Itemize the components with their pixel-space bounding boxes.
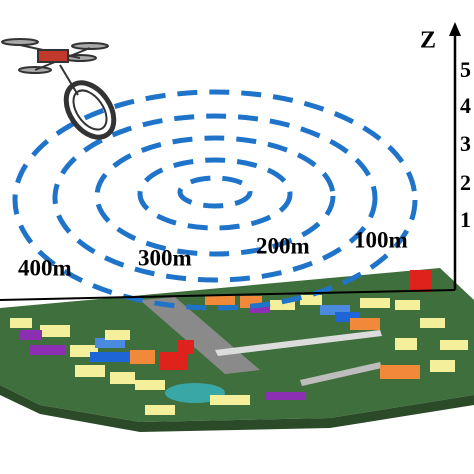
z-tick-label: 2 xyxy=(460,170,471,195)
distance-label: 400m xyxy=(18,255,72,280)
z-tick-label: 4 xyxy=(460,93,471,118)
distance-label: 200m xyxy=(256,233,310,258)
road xyxy=(140,297,260,374)
ground-edge xyxy=(0,385,474,432)
axis-label: Z xyxy=(420,28,436,54)
drone xyxy=(1,38,117,140)
road xyxy=(215,330,382,356)
distance-label: 100m xyxy=(354,227,408,252)
base-axis xyxy=(0,289,456,301)
z-tick-label: 1 xyxy=(460,207,471,232)
distance-label: 300m xyxy=(138,245,192,270)
z-tick-label: 5 xyxy=(460,57,471,82)
z-arrow xyxy=(449,22,461,36)
flight-rings xyxy=(12,89,418,311)
z-tick-label: 3 xyxy=(460,131,471,156)
road xyxy=(300,362,382,386)
buildings xyxy=(10,270,468,415)
